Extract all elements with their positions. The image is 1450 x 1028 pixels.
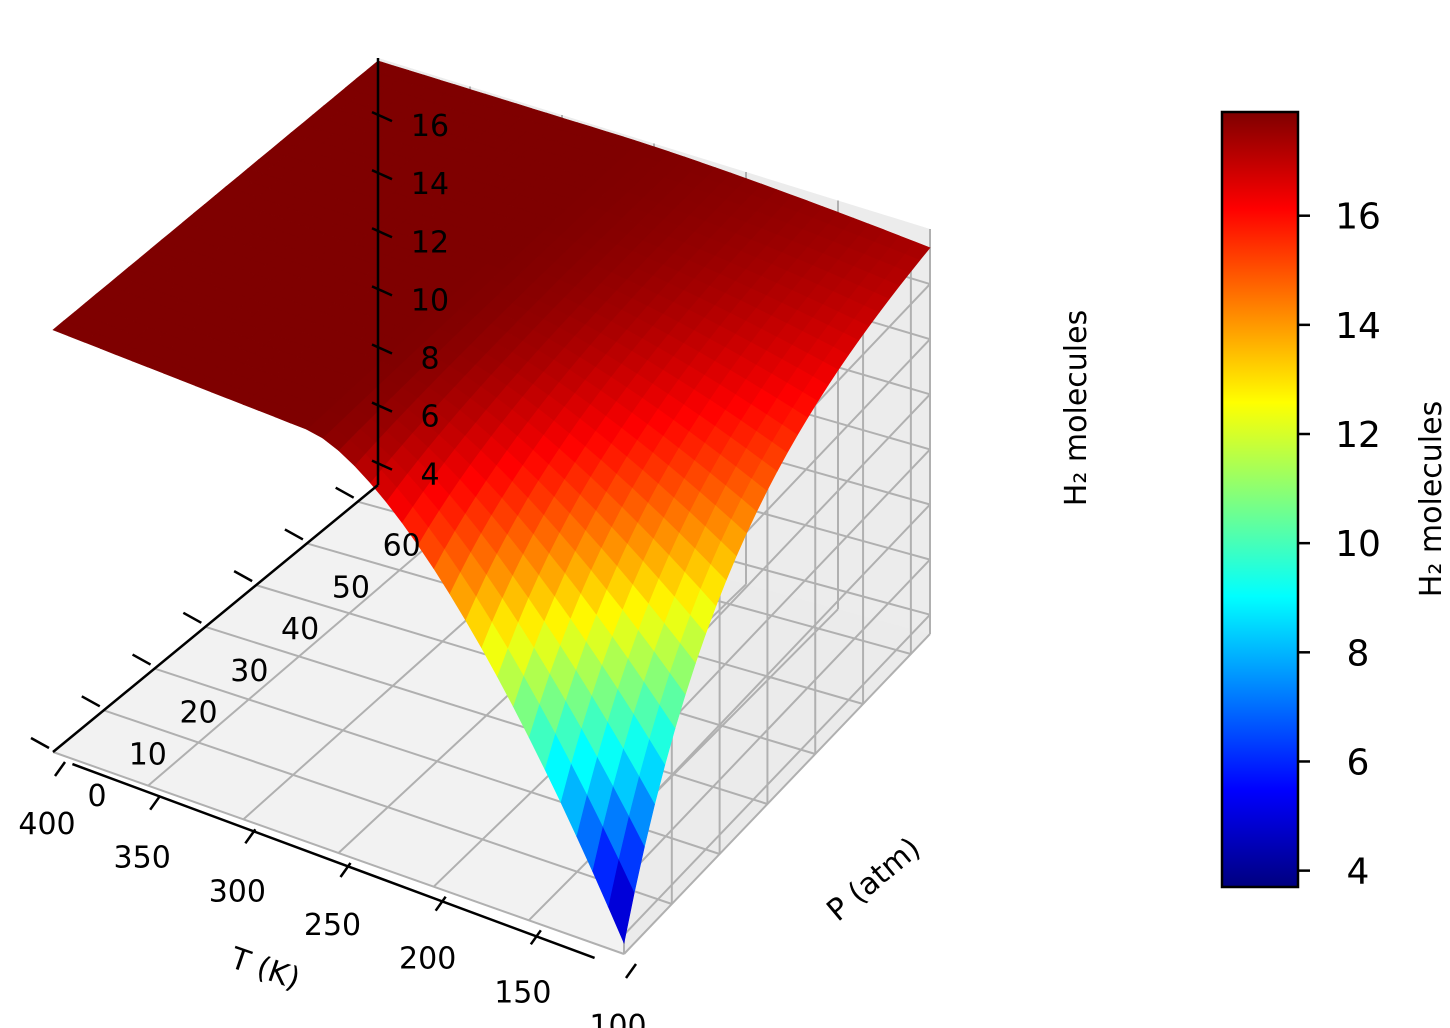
- x-tick-label: 150: [494, 975, 551, 1010]
- z-tick-label: 8: [420, 341, 439, 376]
- z-axis-label: H₂ molecules: [1059, 310, 1094, 506]
- y-tick-label: 40: [281, 612, 319, 647]
- y-tick: [182, 611, 202, 624]
- y-tick-label: 50: [332, 570, 370, 605]
- z-tick: [371, 227, 393, 239]
- z-tick: [371, 110, 393, 123]
- gridline: [52, 751, 625, 955]
- z-tick: [371, 285, 393, 297]
- z-tick-label: 4: [420, 458, 439, 493]
- colorbar-tick-label: 12: [1335, 415, 1381, 456]
- y-tick-label: 30: [230, 654, 268, 689]
- x-tick: [339, 862, 352, 878]
- gridline: [528, 608, 839, 922]
- z-tick: [371, 459, 393, 471]
- x-tick-label: 200: [399, 942, 456, 977]
- y-tick: [30, 736, 50, 750]
- gridline: [147, 509, 471, 787]
- gridline: [623, 614, 931, 936]
- surface-plot: [52, 60, 931, 944]
- x-tick: [624, 963, 638, 979]
- colorbar-tick-label: 10: [1335, 524, 1381, 565]
- gridline: [623, 503, 931, 826]
- z-tick-label: 14: [411, 167, 449, 202]
- colorbar-tick-label: 6: [1347, 742, 1370, 783]
- axis-lines: [30, 58, 638, 979]
- x-tick: [244, 828, 257, 845]
- colorbar: [1220, 110, 1300, 889]
- colorbar-tick-label: 14: [1335, 306, 1381, 347]
- x-axis-label: T (K): [225, 941, 304, 998]
- x-tick: [149, 794, 162, 811]
- colorbar-ticks: 4 6 8 10 12 14 16: [1298, 197, 1381, 893]
- colorbar-tick-label: 4: [1347, 852, 1370, 893]
- colorbar-label: H₂ molecules: [1414, 401, 1449, 597]
- x-tick-label: 350: [114, 841, 171, 876]
- z-tick: [371, 401, 393, 413]
- y-tick-label: 0: [87, 779, 106, 814]
- y-tick-label: 60: [383, 529, 421, 564]
- x-tick: [53, 761, 67, 777]
- z-tick-label: 16: [411, 109, 449, 144]
- gridline: [205, 625, 768, 805]
- x-tick-label: 100: [589, 1009, 646, 1028]
- tick-labels: 400 350 300 250 200 150 100 0 10 20 30 40 50 60 4 6 8 10 1…: [18, 109, 646, 1028]
- z-tick: [371, 169, 393, 181]
- z-tick-label: 12: [411, 225, 449, 260]
- z-tick-label: 10: [411, 283, 449, 318]
- colorbar-tick-label: 8: [1347, 633, 1370, 674]
- y-tick-label: 10: [129, 737, 167, 772]
- x-tick: [529, 929, 542, 946]
- x-tick: [434, 895, 447, 912]
- x-tick-label: 300: [209, 874, 266, 909]
- x-tick-label: 400: [18, 807, 75, 842]
- y-tick: [81, 695, 101, 708]
- y-tick: [284, 528, 304, 541]
- y-tick: [233, 570, 253, 583]
- z-tick-label: 6: [420, 400, 439, 435]
- y-tick: [131, 653, 152, 666]
- y-tick-label: 20: [179, 696, 217, 731]
- gridline: [623, 633, 931, 955]
- z-tick: [371, 343, 393, 355]
- x-tick-label: 250: [304, 908, 361, 943]
- y-axis-line: [52, 484, 379, 753]
- surface-facet: [52, 320, 81, 337]
- gridline: [623, 558, 931, 881]
- y-tick: [335, 486, 355, 499]
- colorbar-tick-label: 16: [1335, 197, 1381, 238]
- gridline: [103, 709, 673, 905]
- y-axis-label: P (atm): [820, 831, 927, 929]
